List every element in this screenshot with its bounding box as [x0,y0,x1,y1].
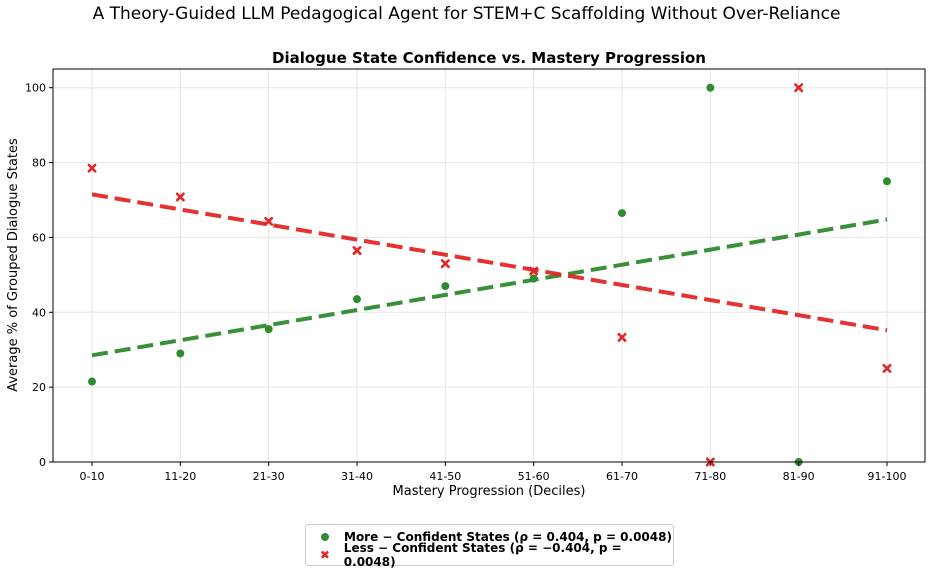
green-data-point [706,83,715,92]
y-tick-label: 40 [32,306,46,319]
x-axis-label: Mastery Progression (Deciles) [393,484,586,499]
page-title: A Theory-Guided LLM Pedagogical Agent fo… [92,4,841,24]
red-data-point [794,83,804,93]
axes: 0-10 11-20 21-30 31-40 41-50 51-60 61-70 71-80 8… [25,82,906,483]
green-data-point [441,282,450,291]
green-data-point [529,274,538,283]
x-tick-label: 11-20 [164,470,196,483]
green-circle-marker-icon [318,530,332,544]
green-trend-line [91,217,888,358]
y-axis-label: Average % of Grouped Dialogue States [6,138,21,392]
red-data-point [352,246,362,256]
legend-item-less-confident: ✖ Less − Confident States (ρ = −0.404, p… [318,541,673,569]
red-data-point [87,163,97,173]
y-tick-label: 100 [25,82,46,95]
y-tick-label: 0 [39,456,46,469]
green-data-point [883,177,891,186]
red-data-point [882,363,892,373]
x-tick-label: 91-100 [868,470,907,483]
red-data-point [529,266,539,276]
green-data-point [88,377,96,386]
trend-lines [91,192,888,358]
x-tick-label: 31-40 [341,470,373,483]
x-tick-label: 71-80 [694,470,726,483]
red-trend-line [91,192,888,333]
y-tick-label: 20 [32,381,46,394]
x-tick-label: 51-60 [518,470,550,483]
red-data-point [440,259,450,269]
chart-title: Dialogue State Confidence vs. Mastery Pr… [272,49,706,67]
x-tick-label: 21-30 [253,470,285,483]
legend-label: More − Confident States (ρ = 0.404, p = … [344,530,672,544]
legend-item-more-confident: More − Confident States (ρ = 0.404, p = … [318,528,672,546]
green-data-point [618,209,626,218]
green-data-point [264,325,273,334]
x-tick-label: 61-70 [606,470,638,483]
plot-frame [52,68,926,463]
red-data-point [264,216,274,226]
legend-label: Less − Confident States (ρ = −0.404, p =… [343,541,622,569]
grid-lines [53,69,925,463]
red-data-point [617,332,627,342]
data-points [87,83,892,467]
red-data-point [175,192,185,202]
x-tick-label: 41-50 [429,470,461,483]
red-x-marker-icon: ✖ [319,548,330,562]
x-tick-label: 81-90 [783,470,815,483]
y-tick-label: 80 [32,157,46,170]
x-tick-label: 0-10 [80,470,105,483]
green-data-point [176,349,185,358]
legend: More − Confident States (ρ = 0.404, p = … [305,524,674,569]
green-data-point [353,295,361,304]
y-tick-label: 60 [32,231,46,244]
